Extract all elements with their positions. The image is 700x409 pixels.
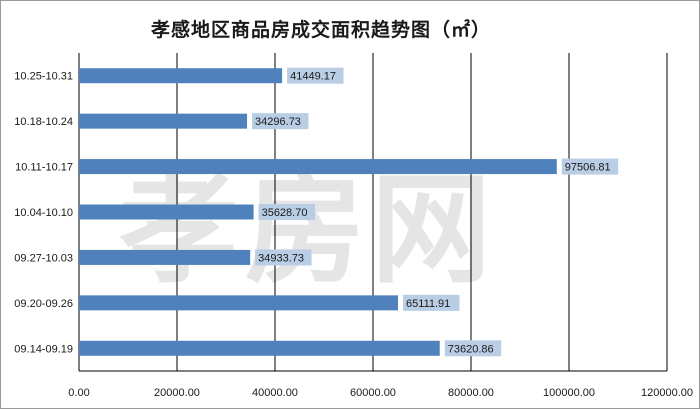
bar [79,113,248,129]
category-label: 10.11-10.17 [15,162,73,174]
x-tick-label: 0.00 [68,387,89,399]
bar [79,159,557,175]
data-label-box [255,249,312,266]
bar [79,204,254,220]
x-tick-label: 40000.00 [252,387,298,399]
bar [79,340,440,356]
category-label: 09.20-09.26 [14,298,73,310]
x-tick-label: 100000.00 [543,387,595,399]
category-label: 09.14-09.19 [14,343,73,355]
category-label: 10.04-10.10 [14,207,73,219]
category-label: 10.18-10.24 [14,116,73,128]
x-tick-label: 120000.00 [641,387,693,399]
data-label: 41449.17 [290,71,336,83]
x-tick-label: 80000.00 [448,387,494,399]
data-label-box [403,294,460,311]
data-label-box [561,158,619,175]
data-label: 34296.73 [255,116,301,128]
data-label-box [258,204,315,220]
category-label: 09.27-10.03 [14,252,73,264]
chart-title: 孝感地区商品房成交面积趋势图（㎡） [150,19,491,41]
x-tick-label: 60000.00 [350,387,396,399]
data-label: 34933.73 [258,252,304,264]
data-label: 73620.86 [448,343,494,355]
bar [79,295,399,311]
data-label-box [252,113,309,130]
x-tick-label: 20000.00 [154,387,200,399]
data-label: 65111.91 [406,298,450,310]
bar [79,68,283,84]
category-label: 10.25-10.31 [14,71,73,83]
data-label: 97506.81 [565,162,611,174]
data-label-box [287,67,344,84]
data-label-box [444,340,502,357]
bar [79,249,251,265]
data-label: 35628.70 [262,207,308,219]
